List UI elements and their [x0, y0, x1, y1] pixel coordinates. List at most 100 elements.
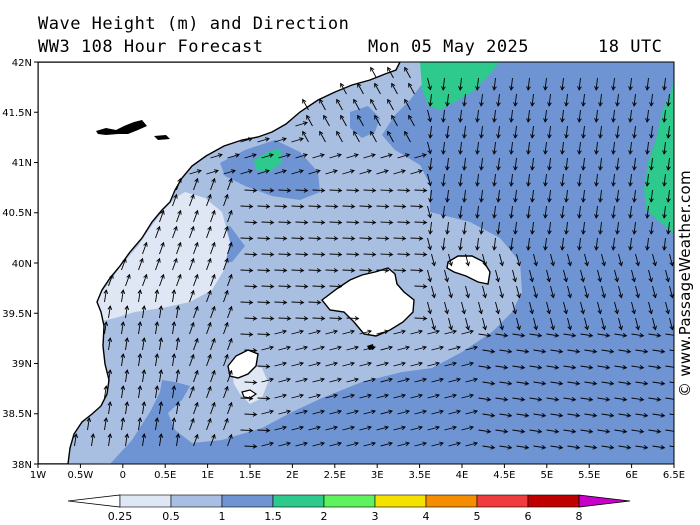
- wave-direction-arrow-head: [660, 413, 666, 418]
- wave-direction-arrow-head: [614, 309, 619, 315]
- wave-direction-arrow-shaft: [616, 189, 619, 202]
- wave-direction-arrow-shaft: [172, 290, 175, 303]
- wave-direction-arrow-head: [248, 332, 254, 337]
- wave-direction-arrow-shaft: [172, 354, 175, 367]
- wave-direction-arrow-shaft: [295, 285, 308, 288]
- wave-direction-arrow-head: [350, 393, 355, 399]
- wave-direction-arrow-shaft: [329, 317, 342, 320]
- wave-direction-arrow-shaft: [121, 354, 124, 367]
- wave-direction-arrow-shaft: [548, 189, 551, 202]
- wave-direction-arrow-head: [194, 433, 199, 439]
- wave-direction-arrow-head: [401, 425, 406, 431]
- wave-direction-arrow-head: [421, 153, 427, 158]
- wave-direction-arrow-shaft: [544, 237, 547, 250]
- wave-direction-arrow-shaft: [329, 221, 342, 224]
- wave-direction-arrow-head: [649, 134, 654, 139]
- wave-direction-arrow-shaft: [357, 115, 364, 127]
- wave-direction-arrow-shaft: [274, 426, 287, 431]
- wave-direction-arrow-shaft: [595, 77, 598, 90]
- wave-direction-arrow-head: [228, 305, 233, 311]
- wave-direction-arrow-shaft: [308, 362, 321, 367]
- wave-direction-arrow-head: [387, 153, 393, 158]
- wave-direction-arrow-shaft: [210, 370, 216, 383]
- lat-label: 39N: [12, 359, 32, 370]
- wave-direction-arrow-head: [626, 349, 632, 354]
- wave-direction-arrow-shaft: [597, 365, 610, 369]
- wave-direction-arrow-shaft: [329, 346, 342, 351]
- wave-direction-arrow-shaft: [210, 274, 216, 287]
- wave-direction-arrow-shaft: [387, 131, 394, 143]
- wave-direction-arrow-head: [320, 377, 325, 383]
- wave-direction-arrow-shaft: [465, 410, 478, 415]
- wave-direction-arrow-head: [213, 169, 219, 174]
- wave-direction-arrow-shaft: [393, 426, 406, 431]
- wave-direction-arrow-shaft: [142, 402, 145, 415]
- wave-direction-arrow-head: [418, 393, 423, 399]
- wave-direction-arrow-shaft: [410, 170, 423, 175]
- wave-direction-arrow-head: [302, 121, 308, 126]
- wave-direction-arrow-head: [662, 246, 667, 251]
- wave-direction-arrow-head: [479, 166, 484, 171]
- wave-direction-arrow-shaft: [142, 242, 148, 255]
- wave-direction-arrow-shaft: [359, 394, 372, 399]
- wave-direction-arrow-head: [422, 220, 428, 225]
- wave-direction-arrow-shaft: [493, 77, 496, 90]
- wave-direction-arrow-shaft: [193, 402, 199, 415]
- wave-direction-arrow-head: [194, 401, 199, 407]
- wave-direction-arrow-shaft: [240, 397, 253, 400]
- wave-direction-arrow-shaft: [599, 125, 602, 138]
- wave-direction-arrow-shaft: [176, 306, 179, 319]
- wave-direction-arrow-head: [298, 169, 304, 174]
- wave-direction-arrow-shaft: [584, 381, 597, 385]
- wave-direction-arrow-head: [387, 98, 392, 104]
- wave-direction-arrow-shaft: [193, 274, 199, 287]
- wave-direction-arrow-shaft: [482, 445, 495, 449]
- wave-direction-arrow-shaft: [665, 429, 674, 432]
- wave-direction-arrow-head: [513, 134, 518, 139]
- wave-direction-arrow-head: [541, 349, 547, 354]
- wave-direction-arrow-shaft: [291, 269, 304, 272]
- wave-direction-arrow-head: [478, 309, 483, 315]
- wave-direction-arrow-head: [615, 166, 620, 171]
- wave-direction-arrow-head: [269, 188, 275, 193]
- wave-direction-arrow-head: [441, 118, 446, 123]
- wave-direction-arrow-shaft: [227, 242, 233, 255]
- wave-direction-arrow-shaft: [291, 330, 304, 335]
- wave-direction-arrow-head: [643, 445, 649, 450]
- wave-direction-arrow-shaft: [142, 274, 148, 287]
- wave-direction-arrow-shaft: [476, 237, 479, 250]
- wave-direction-arrow-shaft: [370, 131, 377, 143]
- wave-direction-arrow-shaft: [159, 402, 162, 415]
- wave-direction-arrow-head: [444, 277, 449, 283]
- wave-direction-arrow-head: [247, 137, 253, 142]
- wave-direction-arrow-head: [281, 169, 287, 174]
- forecast-label: WW3 108 Hour Forecast: [38, 37, 264, 57]
- wave-direction-arrow-head: [404, 130, 409, 136]
- wave-direction-arrow-shaft: [189, 290, 195, 303]
- wave-direction-arrow-shaft: [295, 221, 308, 224]
- wave-direction-arrow-shaft: [312, 317, 325, 320]
- wave-direction-arrow-shaft: [189, 322, 195, 335]
- wave-direction-arrow-head: [320, 409, 325, 415]
- wave-direction-arrow-shaft: [465, 442, 478, 447]
- wave-direction-arrow-head: [479, 102, 484, 107]
- wave-direction-arrow-shaft: [342, 205, 355, 208]
- wave-direction-arrow-shaft: [108, 370, 111, 383]
- wave-direction-arrow-head: [103, 289, 109, 295]
- wave-direction-arrow-head: [462, 230, 467, 235]
- wave-direction-arrow-head: [482, 261, 487, 267]
- wave-direction-arrow-shaft: [427, 362, 440, 367]
- scale-swatch: [374, 494, 427, 508]
- wave-direction-arrow-shaft: [531, 221, 534, 234]
- wave-direction-arrow-head: [439, 441, 444, 447]
- wave-direction-arrow-shaft: [650, 125, 653, 138]
- wave-direction-arrow-head: [611, 86, 616, 91]
- wave-direction-arrow-head: [316, 236, 322, 241]
- wave-direction-arrow-shaft: [278, 253, 291, 256]
- wave-direction-arrow-head: [669, 325, 674, 331]
- wave-direction-arrow-shaft: [410, 426, 423, 431]
- wave-direction-arrow-head: [626, 445, 632, 450]
- wave-direction-arrow-shaft: [499, 445, 512, 449]
- wave-direction-arrow-shaft: [240, 237, 253, 240]
- wave-direction-arrow-shaft: [410, 362, 423, 367]
